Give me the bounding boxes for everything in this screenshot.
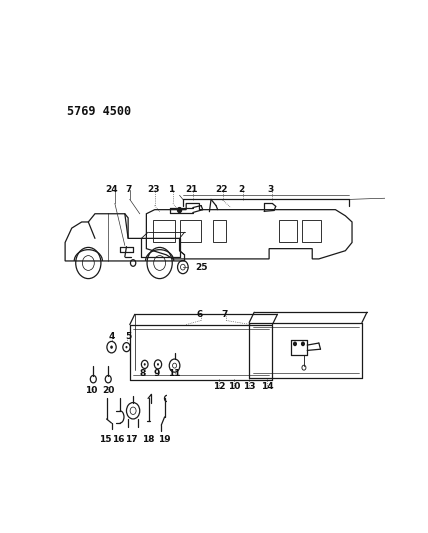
Text: 24: 24 <box>105 184 118 193</box>
Circle shape <box>157 363 159 366</box>
Text: 14: 14 <box>261 382 274 391</box>
Text: 3: 3 <box>268 184 274 193</box>
Text: 6: 6 <box>196 310 202 319</box>
Circle shape <box>125 346 128 349</box>
Circle shape <box>294 342 296 345</box>
Text: 25: 25 <box>195 263 207 272</box>
Text: 8: 8 <box>140 369 146 378</box>
Bar <box>279 220 297 243</box>
Text: 23: 23 <box>147 184 159 193</box>
Text: 11: 11 <box>168 369 181 378</box>
Text: 2: 2 <box>238 184 244 193</box>
Circle shape <box>302 342 304 345</box>
Bar <box>153 220 175 243</box>
Text: 5: 5 <box>125 333 131 341</box>
Bar <box>213 220 226 243</box>
Text: 13: 13 <box>243 382 256 391</box>
Bar <box>179 220 201 243</box>
Text: 15: 15 <box>99 435 111 444</box>
Text: 22: 22 <box>215 184 227 193</box>
Text: 18: 18 <box>142 435 154 444</box>
Text: 7: 7 <box>221 310 228 319</box>
Text: 1: 1 <box>168 184 174 193</box>
Circle shape <box>144 363 146 366</box>
Text: 7: 7 <box>125 184 131 193</box>
Text: 10: 10 <box>228 382 241 391</box>
Text: 20: 20 <box>102 386 114 395</box>
Text: 5769 4500: 5769 4500 <box>67 104 131 118</box>
Text: 19: 19 <box>158 435 171 444</box>
Text: 4: 4 <box>108 333 115 341</box>
Circle shape <box>178 207 181 213</box>
Bar <box>302 220 321 243</box>
Circle shape <box>110 345 113 349</box>
Text: 10: 10 <box>86 386 98 395</box>
Text: 12: 12 <box>213 382 226 391</box>
Text: 21: 21 <box>185 184 197 193</box>
Text: 17: 17 <box>125 435 138 444</box>
Text: 9: 9 <box>153 369 160 378</box>
Text: 16: 16 <box>112 435 125 444</box>
